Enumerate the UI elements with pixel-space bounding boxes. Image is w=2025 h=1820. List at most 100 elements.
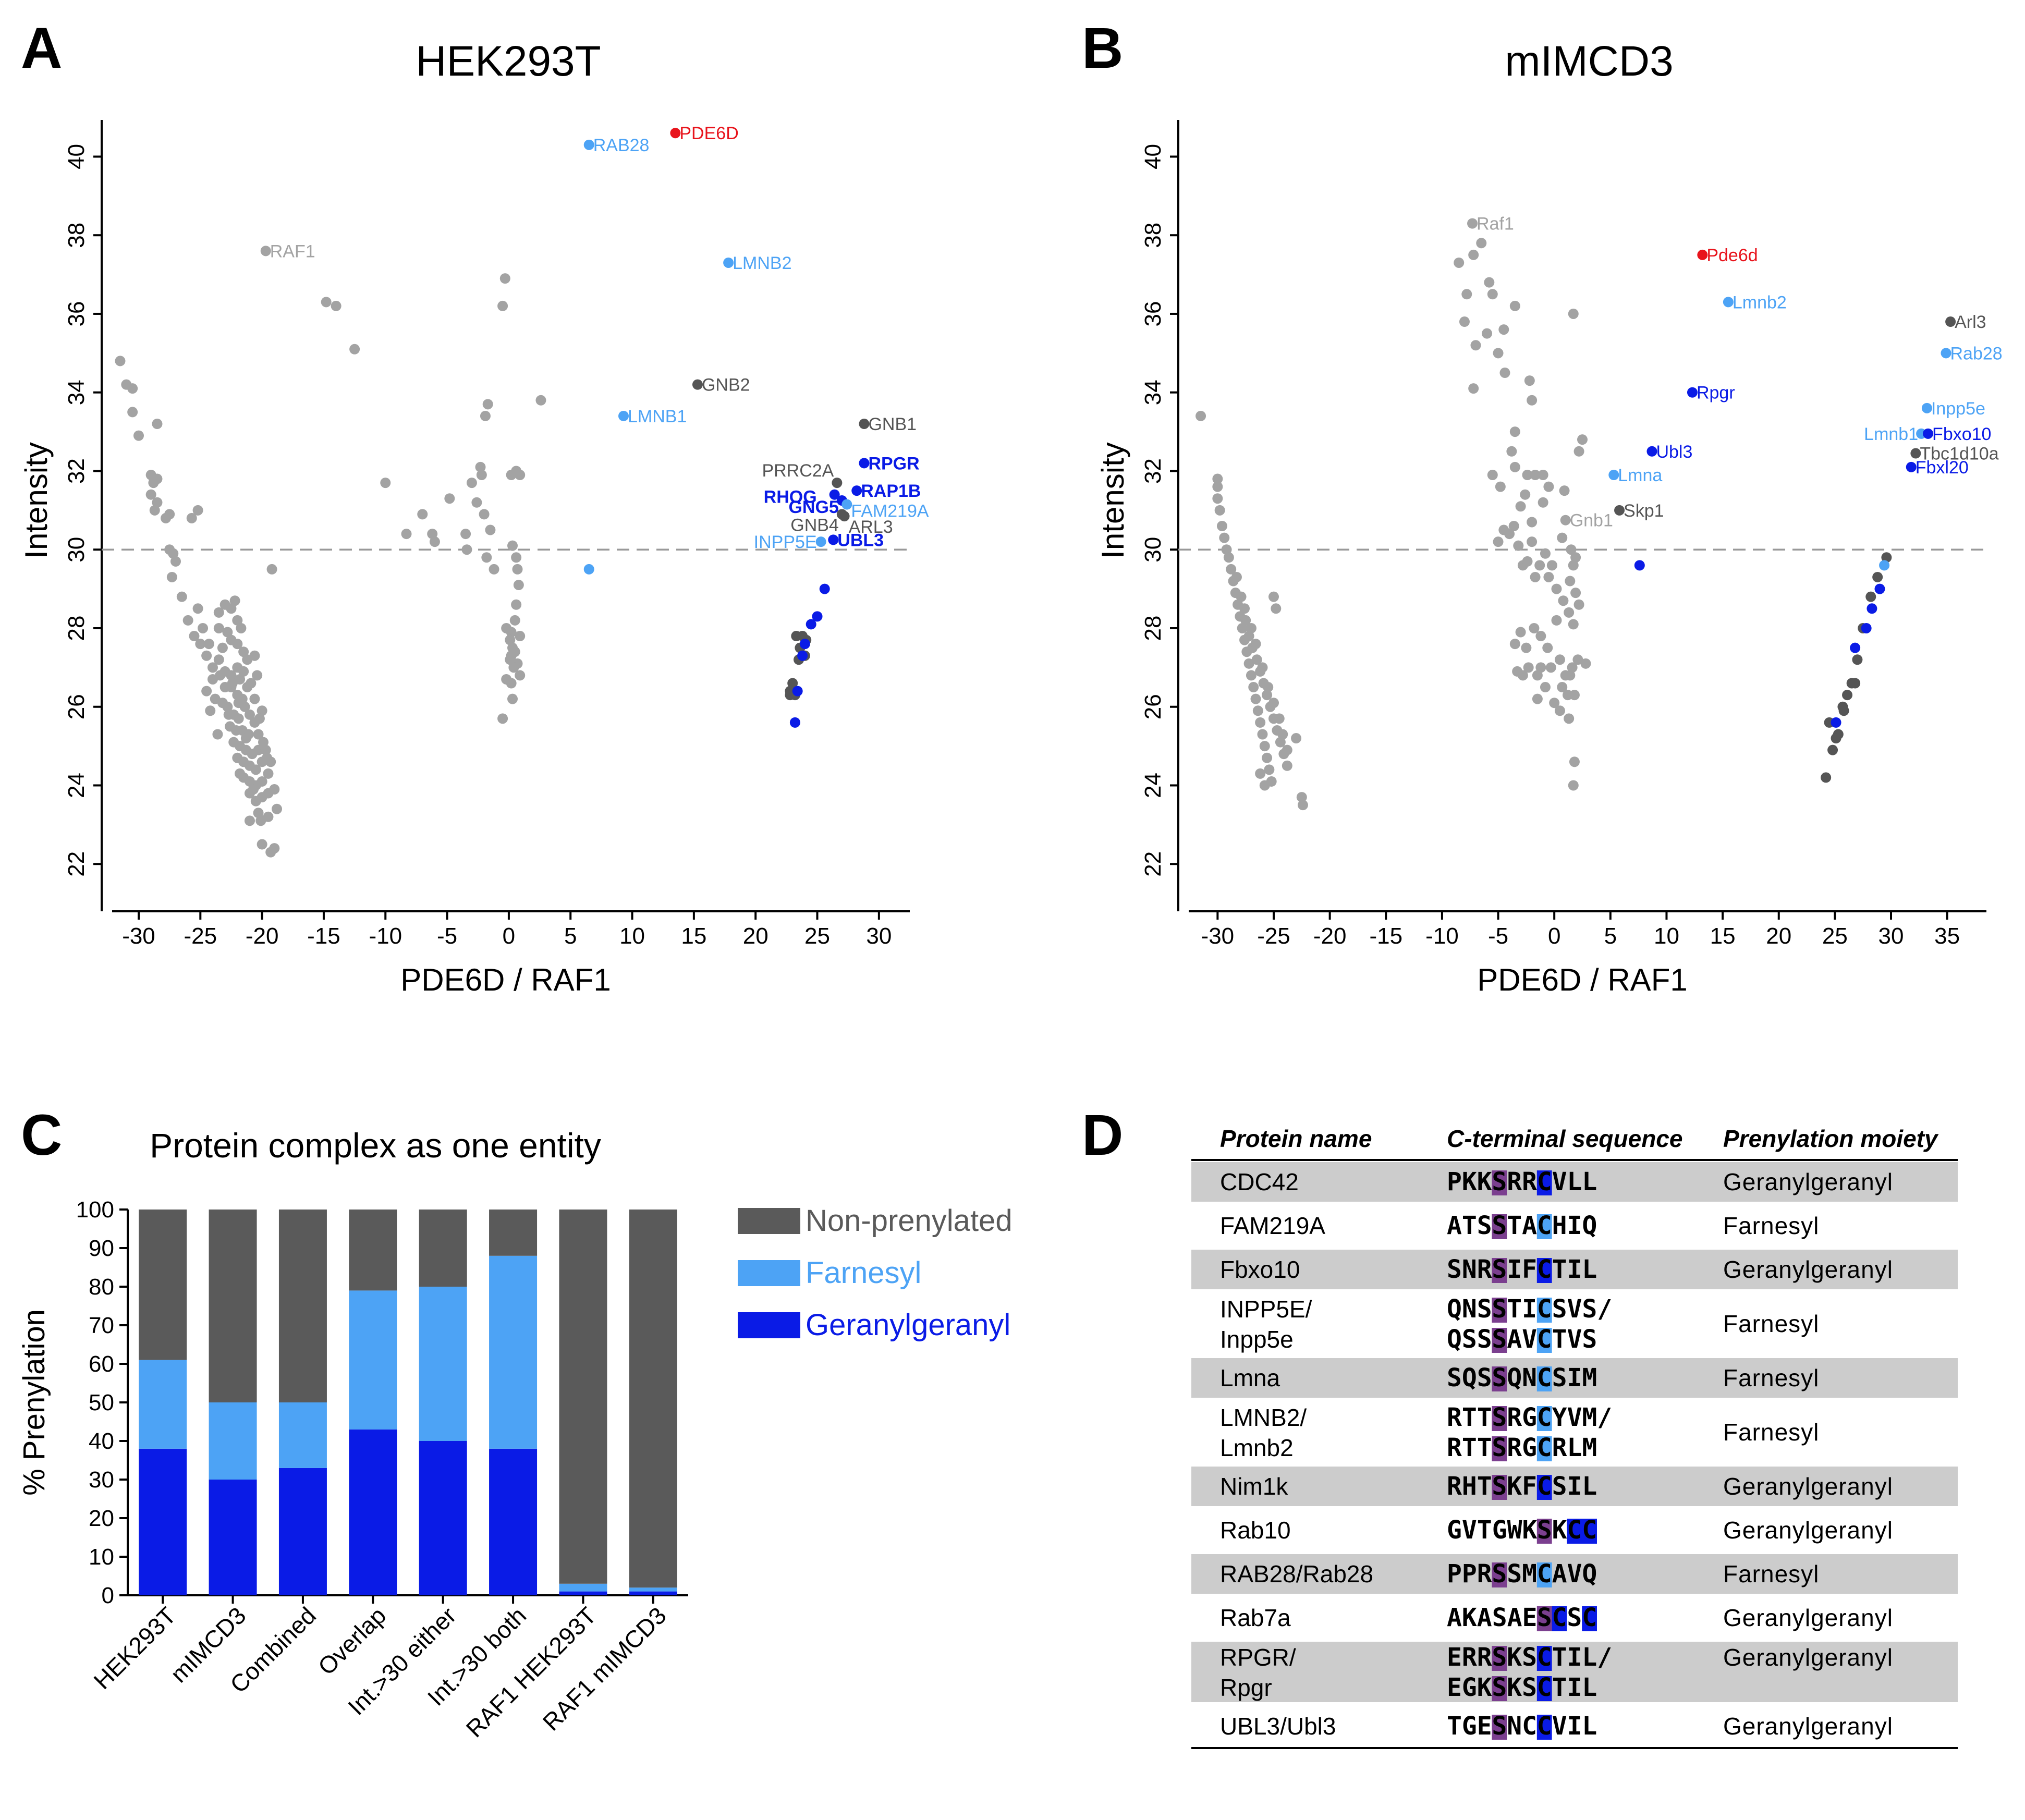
data-point-grey	[1551, 615, 1562, 626]
data-point-grey	[127, 383, 138, 394]
data-point-grey	[1231, 571, 1242, 582]
bar-segment-nonprenylated	[419, 1210, 467, 1287]
labeled-point	[829, 489, 840, 500]
data-point-grey	[1252, 705, 1263, 716]
data-point-grey	[207, 662, 218, 673]
data-point-grey	[189, 631, 200, 642]
sequence-highlight-serine	[1492, 1406, 1507, 1431]
table-row-shade	[1191, 1467, 1958, 1506]
data-point-dark	[1827, 744, 1838, 755]
table-cell-moiety: Farnesyl	[1723, 1212, 1819, 1239]
labeled-point	[1906, 461, 1917, 472]
data-point-grey	[513, 580, 524, 591]
data-point-grey	[466, 478, 477, 488]
sequence-highlight-geranylgeranyl	[1536, 1170, 1552, 1195]
data-point-grey	[506, 650, 517, 661]
x-tick-label: -5	[1488, 923, 1508, 949]
data-point-grey	[1461, 289, 1472, 300]
sequence-segment: C	[1537, 1559, 1552, 1589]
data-point-grey	[152, 419, 163, 430]
labeled-point	[1923, 428, 1934, 439]
data-point-grey	[476, 470, 487, 481]
x-tick-label: RAF1 HEK293T	[461, 1602, 602, 1742]
sequence-segment: PPR	[1447, 1559, 1492, 1589]
sequence-segment: TI	[1507, 1294, 1537, 1324]
point-label: PRRC2A	[762, 461, 834, 481]
data-point-grey	[1558, 595, 1569, 606]
table-cell-protein: Inpp5e	[1220, 1326, 1294, 1353]
sequence-segment: TIL	[1552, 1673, 1597, 1702]
sequence-segment: KS	[1507, 1673, 1537, 1702]
data-point-grey	[1540, 548, 1551, 559]
data-point-grey	[1493, 348, 1504, 359]
labeled-point	[1560, 515, 1571, 526]
data-point-dark	[1831, 733, 1841, 744]
data-point-dark	[1881, 552, 1892, 563]
data-point-grey	[244, 815, 255, 826]
data-point-grey	[1560, 670, 1571, 681]
table-cell-protein: Rab7a	[1220, 1604, 1291, 1631]
data-point-grey	[1212, 481, 1223, 492]
data-point-grey	[1573, 599, 1584, 610]
sequence-highlight-serine	[1492, 1562, 1507, 1587]
labeled-point	[815, 536, 826, 547]
data-point-grey	[195, 639, 206, 650]
table-cell-moiety: Geranylgeranyl	[1723, 1256, 1893, 1283]
bar-segment-nonprenylated	[139, 1210, 187, 1360]
data-point-grey	[258, 737, 269, 748]
data-point-grey	[236, 622, 247, 633]
data-point-gg	[1634, 560, 1645, 571]
bar-segment-nonprenylated	[349, 1210, 397, 1291]
data-point-grey	[229, 595, 240, 606]
table-cell-protein: Lmnb2	[1220, 1434, 1294, 1461]
data-point-grey	[1564, 713, 1575, 724]
y-tick-label: 22	[1140, 851, 1166, 877]
data-point-grey	[401, 529, 412, 540]
labeled-point	[1921, 402, 1932, 413]
data-point-grey	[499, 273, 510, 284]
table-cell-moiety: Farnesyl	[1723, 1310, 1819, 1337]
sequence-segment: S	[1492, 1403, 1507, 1432]
y-tick-label: 10	[89, 1544, 114, 1570]
data-point-grey	[201, 650, 212, 661]
labeled-point	[851, 485, 862, 496]
table-cell-protein: Rab10	[1220, 1517, 1291, 1544]
data-point-grey	[479, 509, 490, 520]
x-tick-label: HEK293T	[88, 1602, 181, 1694]
sequence-highlight-serine	[1536, 1606, 1552, 1631]
data-point-grey	[1512, 666, 1523, 677]
data-point-grey	[1568, 560, 1579, 571]
data-point-grey	[1521, 642, 1532, 653]
data-point-grey	[233, 698, 244, 709]
y-tick-label: 40	[64, 144, 89, 169]
data-point-grey	[1570, 588, 1581, 598]
sequence-segment: ERR	[1447, 1643, 1492, 1672]
table-cell-protein: RAB28/Rab28	[1220, 1560, 1373, 1587]
sequence-segment: KF	[1507, 1472, 1537, 1501]
bar-segment-farnesyl	[559, 1583, 607, 1592]
data-point-grey	[168, 548, 179, 559]
sequence-segment: C	[1537, 1167, 1552, 1196]
data-point-grey	[501, 674, 512, 685]
data-point-grey	[1274, 713, 1285, 724]
data-point-grey	[1577, 434, 1588, 445]
labeled-point	[1723, 297, 1734, 308]
data-point-gg	[797, 650, 808, 661]
data-point-grey	[1264, 764, 1275, 775]
sequence-segment: K	[1552, 1516, 1567, 1545]
sequence-highlight-geranylgeranyl	[1582, 1606, 1597, 1631]
bar-segment-farnesyl	[139, 1360, 187, 1449]
point-label: RAB28	[593, 136, 650, 155]
sequence-segment: S	[1492, 1673, 1507, 1702]
data-point-grey	[1538, 497, 1548, 508]
table-row-shade	[1191, 1358, 1958, 1398]
data-point-grey	[1522, 470, 1533, 481]
data-point-grey	[1564, 607, 1575, 618]
data-point-grey	[515, 631, 526, 642]
y-tick-label: 24	[64, 773, 89, 798]
labeled-point	[841, 499, 852, 510]
stacked-bar-chart: 0 10 20 30 40 50 60 70 80 90 100 % Prenylation HEK29…	[17, 1197, 1012, 1742]
sequence-segment: S	[1492, 1294, 1507, 1324]
sequence-highlight-serine	[1536, 1519, 1552, 1544]
